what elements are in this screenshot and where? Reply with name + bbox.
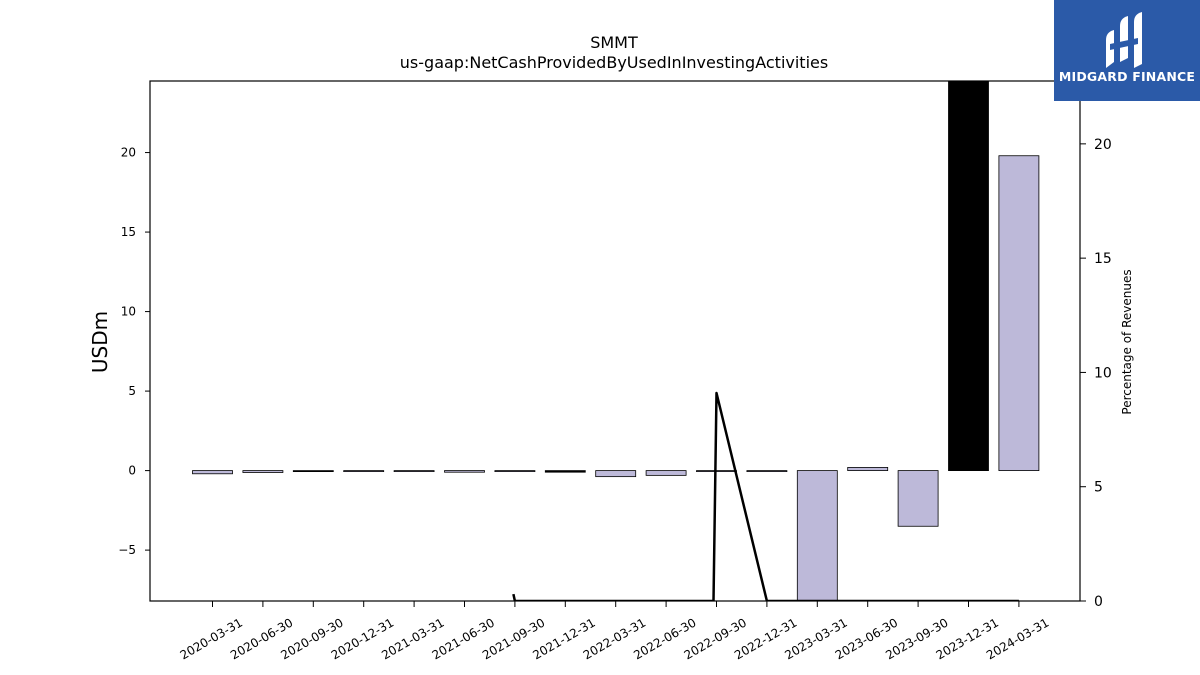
bar-2020-09-30 (292, 470, 334, 473)
midgard-finance-logo: MIDGARD FINANCE (1054, 0, 1200, 101)
y2-tick-label-15: 15 (1094, 251, 1112, 267)
bar-2020-03-31 (192, 470, 233, 475)
bar-2022-06-30 (645, 470, 687, 476)
bar-2023-09-30 (897, 470, 939, 527)
y-tick-label-15: 15 (121, 225, 136, 239)
y2-tick-label-20: 20 (1094, 137, 1112, 153)
bar-2020-06-30 (242, 470, 284, 473)
bar-2020-12-31 (343, 470, 385, 473)
y2-tick-label-10: 10 (1094, 365, 1112, 381)
brand-name: MIDGARD FINANCE (1058, 69, 1196, 84)
y-tick-label--5: −5 (118, 543, 136, 557)
y-tick-label-10: 10 (121, 305, 136, 319)
percentage-line (512, 391, 1019, 601)
y-tick-label-20: 20 (121, 146, 136, 160)
plot-area: −505101520051015202020-03-312020-06-3020… (118, 80, 1112, 662)
bar-2023-12-31 (948, 81, 989, 472)
plot-frame (149, 80, 1081, 602)
chart-title: SMMT (590, 33, 638, 52)
y-tick-label-5: 5 (128, 384, 136, 398)
bar-2021-03-31 (393, 470, 435, 473)
y-tick-label-0: 0 (128, 464, 136, 478)
plot-marks (192, 81, 1040, 601)
y-axis-label: USDm (88, 311, 112, 373)
bar-2022-03-31 (595, 470, 637, 478)
secondary-y-axis-label: Percentage of Revenues (1120, 269, 1134, 414)
bar-2023-03-31 (796, 470, 838, 601)
bar-2023-06-30 (847, 467, 889, 472)
bar-2021-09-30 (494, 470, 536, 473)
midgard-logo-icon (1106, 12, 1142, 68)
chart-subtitle: us-gaap:NetCashProvidedByUsedInInvesting… (400, 53, 828, 72)
bar-2024-03-31 (998, 155, 1040, 472)
bar-2021-12-31 (544, 470, 586, 473)
y2-tick-label-0: 0 (1094, 594, 1103, 610)
bar-2022-12-31 (746, 470, 788, 473)
y2-tick-label-5: 5 (1094, 480, 1103, 496)
bar-2021-06-30 (444, 470, 485, 473)
